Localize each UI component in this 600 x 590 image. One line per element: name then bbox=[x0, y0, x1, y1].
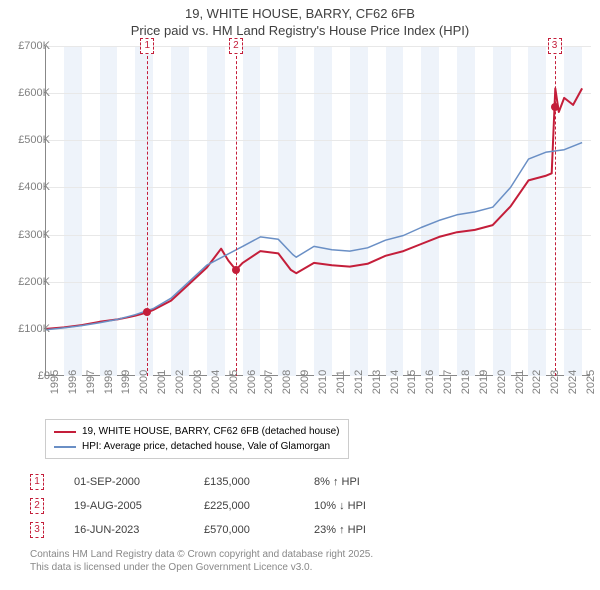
title-subtitle: Price paid vs. HM Land Registry's House … bbox=[0, 23, 600, 40]
y-tick-label: £500K bbox=[5, 134, 50, 146]
sale-row: 3 16-JUN-2023£570,00023% ↑ HPI bbox=[30, 518, 414, 542]
x-tick-label: 2003 bbox=[192, 370, 204, 394]
marker-box: 1 bbox=[140, 38, 154, 54]
x-tick-label: 2008 bbox=[281, 370, 293, 394]
x-tick-label: 2005 bbox=[228, 370, 240, 394]
x-tick-label: 1995 bbox=[49, 370, 61, 394]
x-tick-label: 2007 bbox=[263, 370, 275, 394]
x-tick-label: 2025 bbox=[585, 370, 597, 394]
sales-table: 1 01-SEP-2000£135,0008% ↑ HPI 2 19-AUG-2005… bbox=[30, 470, 414, 542]
x-tick-label: 2019 bbox=[478, 370, 490, 394]
x-tick-label: 1999 bbox=[120, 370, 132, 394]
sale-vs-hpi: 23% ↑ HPI bbox=[314, 524, 414, 536]
footer-line-2: This data is licensed under the Open Gov… bbox=[30, 561, 373, 574]
y-tick-label: £700K bbox=[5, 40, 50, 52]
sale-row: 1 01-SEP-2000£135,0008% ↑ HPI bbox=[30, 470, 414, 494]
x-tick-label: 2024 bbox=[567, 370, 579, 394]
x-tick-label: 2013 bbox=[371, 370, 383, 394]
x-tick-label: 2012 bbox=[353, 370, 365, 394]
x-tick-label: 2023 bbox=[549, 370, 561, 394]
sale-marker-ref: 2 bbox=[30, 498, 44, 514]
y-tick-label: £200K bbox=[5, 276, 50, 288]
sale-date: 19-AUG-2005 bbox=[74, 500, 204, 512]
y-tick-label: £0 bbox=[5, 370, 50, 382]
y-tick-label: £600K bbox=[5, 87, 50, 99]
x-tick-label: 1996 bbox=[67, 370, 79, 394]
sale-dot bbox=[232, 266, 240, 274]
marker-box: 2 bbox=[229, 38, 243, 54]
x-tick-label: 2011 bbox=[335, 370, 347, 394]
y-tick-label: £400K bbox=[5, 181, 50, 193]
sale-marker-ref: 3 bbox=[30, 522, 44, 538]
x-tick-label: 2015 bbox=[406, 370, 418, 394]
title-address: 19, WHITE HOUSE, BARRY, CF62 6FB bbox=[0, 6, 600, 23]
sale-price: £225,000 bbox=[204, 500, 314, 512]
sale-date: 01-SEP-2000 bbox=[74, 476, 204, 488]
plot-area: 123 bbox=[45, 46, 590, 376]
legend-label: 19, WHITE HOUSE, BARRY, CF62 6FB (detach… bbox=[82, 424, 340, 439]
marker-line bbox=[147, 46, 148, 376]
y-tick-label: £100K bbox=[5, 323, 50, 335]
chart-lines bbox=[46, 46, 591, 376]
sale-price: £570,000 bbox=[204, 524, 314, 536]
x-tick-label: 2002 bbox=[174, 370, 186, 394]
legend-label: HPI: Average price, detached house, Vale… bbox=[82, 439, 330, 454]
sale-price: £135,000 bbox=[204, 476, 314, 488]
sale-row: 2 19-AUG-2005£225,00010% ↓ HPI bbox=[30, 494, 414, 518]
x-tick-label: 2014 bbox=[389, 370, 401, 394]
sale-dot bbox=[143, 308, 151, 316]
legend-swatch bbox=[54, 446, 76, 448]
sale-vs-hpi: 10% ↓ HPI bbox=[314, 500, 414, 512]
x-tick-label: 2016 bbox=[424, 370, 436, 394]
x-tick-label: 2010 bbox=[317, 370, 329, 394]
x-tick-label: 2006 bbox=[246, 370, 258, 394]
x-tick-label: 2001 bbox=[156, 370, 168, 394]
marker-box: 3 bbox=[548, 38, 562, 54]
footer-attribution: Contains HM Land Registry data © Crown c… bbox=[30, 548, 373, 574]
x-tick-label: 2020 bbox=[496, 370, 508, 394]
legend-item: 19, WHITE HOUSE, BARRY, CF62 6FB (detach… bbox=[54, 424, 340, 439]
x-tick-label: 1997 bbox=[85, 370, 97, 394]
x-tick-label: 1998 bbox=[103, 370, 115, 394]
x-tick-label: 2021 bbox=[514, 370, 526, 394]
sale-marker-ref: 1 bbox=[30, 474, 44, 490]
sale-dot bbox=[551, 103, 559, 111]
title-area: 19, WHITE HOUSE, BARRY, CF62 6FB Price p… bbox=[0, 0, 600, 40]
sale-date: 16-JUN-2023 bbox=[74, 524, 204, 536]
legend-swatch bbox=[54, 431, 76, 433]
marker-line bbox=[555, 46, 556, 376]
sale-vs-hpi: 8% ↑ HPI bbox=[314, 476, 414, 488]
marker-line bbox=[236, 46, 237, 376]
series-line bbox=[46, 88, 582, 329]
x-tick-label: 2017 bbox=[442, 370, 454, 394]
x-tick-label: 2004 bbox=[210, 370, 222, 394]
y-tick-label: £300K bbox=[5, 229, 50, 241]
x-tick-label: 2000 bbox=[138, 370, 150, 394]
x-tick-label: 2009 bbox=[299, 370, 311, 394]
legend: 19, WHITE HOUSE, BARRY, CF62 6FB (detach… bbox=[45, 419, 349, 459]
legend-item: HPI: Average price, detached house, Vale… bbox=[54, 439, 340, 454]
series-line bbox=[46, 143, 582, 330]
x-tick-label: 2022 bbox=[531, 370, 543, 394]
chart-container: 19, WHITE HOUSE, BARRY, CF62 6FB Price p… bbox=[0, 0, 600, 590]
x-tick-label: 2018 bbox=[460, 370, 472, 394]
footer-line-1: Contains HM Land Registry data © Crown c… bbox=[30, 548, 373, 561]
